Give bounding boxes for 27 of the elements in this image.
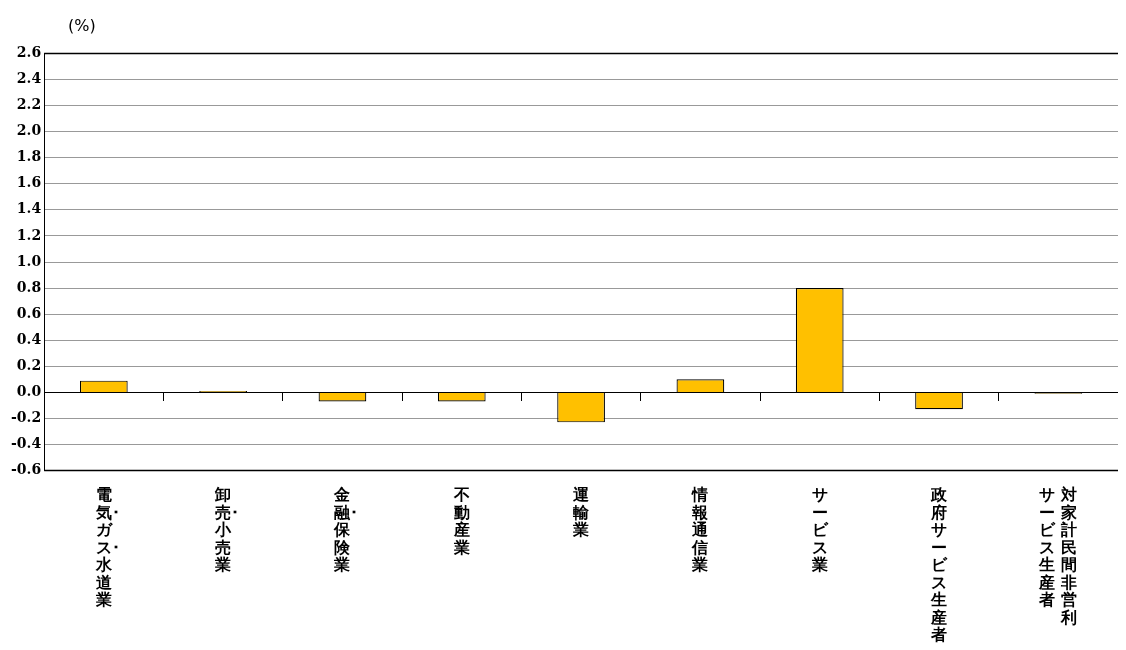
y-tick-label: 0.6 — [16, 304, 42, 321]
y-tick-label: 1.6 — [16, 174, 42, 191]
x-tick-label: 電気･ガス･水道業 — [95, 485, 120, 611]
x-tick-label: 運輸業 — [573, 485, 590, 539]
y-tick-label: -0.4 — [11, 435, 42, 452]
y-tick-label: 2.0 — [16, 122, 42, 139]
y-tick-label: -0.2 — [11, 409, 42, 426]
x-tick-label: サービス業 — [811, 485, 828, 574]
y-tick-label: 1.2 — [16, 226, 42, 243]
y-tick-label: 2.4 — [16, 70, 42, 87]
y-tick-label: -0.6 — [11, 461, 42, 478]
y-tick-label: 1.0 — [16, 252, 42, 269]
y-tick-label: 2.2 — [16, 96, 42, 113]
y-tick-label: 0.2 — [16, 356, 42, 373]
y-tick-label: 1.8 — [16, 148, 42, 165]
category-label: 対家計民間非営利サービス生産者 — [1039, 485, 1078, 627]
y-tick-label: 0.8 — [16, 278, 42, 295]
y-axis-title: (%) — [68, 16, 96, 35]
y-tick-label: 2.6 — [16, 44, 42, 61]
y-tick-label: 1.4 — [16, 200, 42, 217]
x-tick-label: 情報通信業 — [692, 485, 709, 574]
x-tick-label: 卸売･小売業 — [215, 485, 240, 576]
y-tick-label: 0.0 — [16, 383, 42, 400]
y-tick-label: 0.4 — [16, 330, 42, 347]
x-tick-label: 金融･保険業 — [334, 485, 359, 576]
category-label: 政府サービス生産者 — [931, 485, 948, 644]
x-tick-label: 不動産業 — [453, 485, 470, 557]
